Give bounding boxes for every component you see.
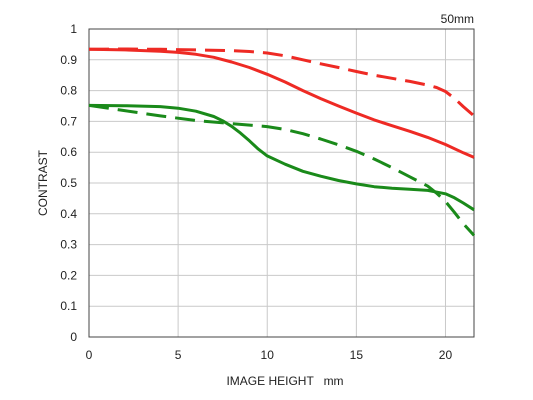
- y-tick-labels: 0 0.1 0.2 0.3 0.4 0.5 0.6 0.7 0.8 0.9 1: [60, 22, 77, 344]
- x-tick-label: 20: [439, 348, 453, 362]
- plot-frame: [88, 28, 475, 338]
- series-line-red-dashed: [88, 47, 475, 118]
- y-tick-label: 0.5: [60, 176, 77, 190]
- y-tick-label: 0.2: [60, 268, 77, 282]
- y-axis-label: CONTRAST: [36, 149, 50, 216]
- y-tick-label: 0.8: [60, 84, 77, 98]
- chart-title: 50mm: [441, 12, 474, 26]
- series-line-red-solid: [88, 47, 475, 159]
- y-tick-label: 0.9: [60, 53, 77, 67]
- y-tick-label: 0.4: [60, 207, 77, 221]
- series-line-green-dashed: [88, 103, 476, 237]
- y-tick-label: 0.3: [60, 238, 77, 252]
- grid: [89, 29, 474, 337]
- y-tick-label: 0.7: [60, 114, 77, 128]
- series-line-green-solid: [88, 103, 475, 212]
- series-lines: [88, 47, 476, 237]
- y-tick-label: 0: [70, 330, 77, 344]
- x-tick-label: 10: [261, 348, 275, 362]
- x-tick-label: 15: [350, 348, 364, 362]
- x-tick-label: 0: [86, 348, 93, 362]
- x-axis-label: IMAGE HEIGHT mm: [226, 374, 343, 388]
- y-tick-label: 0.1: [60, 299, 77, 313]
- y-tick-label: 1: [70, 22, 77, 36]
- x-tick-labels: 0 5 10 15 20: [86, 348, 453, 362]
- x-tick-label: 5: [175, 348, 182, 362]
- y-tick-label: 0.6: [60, 145, 77, 159]
